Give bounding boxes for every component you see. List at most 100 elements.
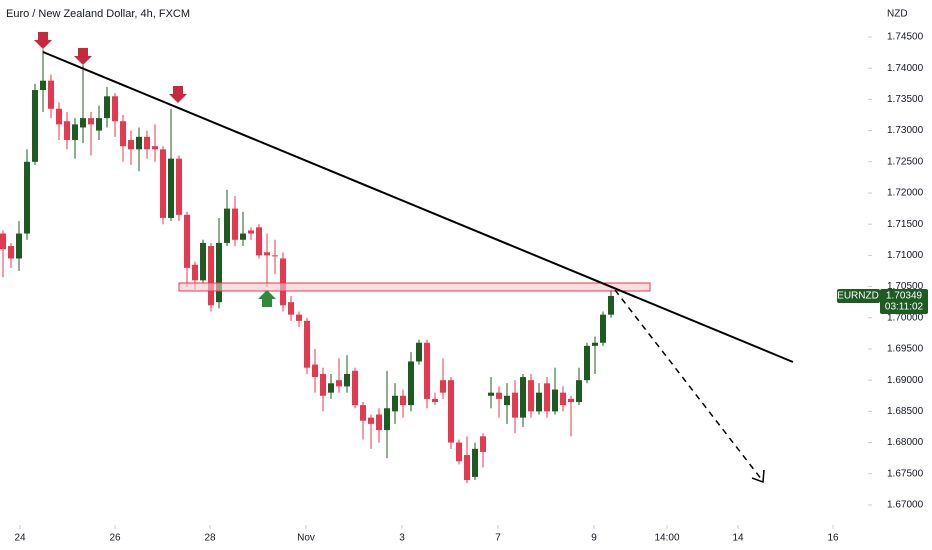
last-price: 1.70349 xyxy=(886,291,923,302)
y-tick-label: 1.67000 xyxy=(887,500,924,511)
y-tick-label: 1.70000 xyxy=(887,312,924,323)
y-tick-label: 1.72000 xyxy=(887,188,924,199)
candle-body xyxy=(424,342,430,399)
candle-body xyxy=(64,121,70,140)
down-arrow xyxy=(34,32,52,49)
candle-body xyxy=(344,373,350,387)
y-tick-label: 1.68500 xyxy=(887,406,924,417)
candle-body xyxy=(496,392,502,399)
candle-body xyxy=(224,208,230,243)
candle-body xyxy=(248,230,254,234)
candle-body xyxy=(416,342,422,362)
candle-body xyxy=(480,436,486,452)
candle-body xyxy=(48,80,54,109)
y-tick-label: 1.69000 xyxy=(887,375,924,386)
candle-body xyxy=(96,118,102,131)
y-tick-label: 1.71000 xyxy=(887,250,924,261)
candle-body xyxy=(528,380,534,412)
candle-body xyxy=(8,246,14,259)
candle-body xyxy=(392,395,398,412)
candle-body xyxy=(240,233,246,240)
y-tick-label: 1.67500 xyxy=(887,468,924,479)
candle-body xyxy=(608,295,614,315)
candle-body xyxy=(368,417,374,424)
y-tick-label: 1.74500 xyxy=(887,32,924,43)
symbol-label: EURNZD xyxy=(837,291,879,302)
candle-body xyxy=(56,108,62,125)
candle-body xyxy=(192,264,198,281)
candle-body xyxy=(312,364,318,378)
y-tick-label: 1.72500 xyxy=(887,156,924,167)
x-tick-label: 3 xyxy=(399,533,405,544)
candle-body xyxy=(440,380,446,393)
candle-body xyxy=(176,158,182,215)
candle-body xyxy=(144,136,150,150)
chart-title: Euro / New Zealand Dollar, 4h, FXCM xyxy=(6,8,190,20)
candle-body xyxy=(584,345,590,381)
x-tick-label: 14:00 xyxy=(654,533,679,544)
candle-body xyxy=(432,398,438,403)
y-tick-label: 1.71500 xyxy=(887,219,924,230)
y-tick-label: 1.73500 xyxy=(887,94,924,105)
projection-arrowhead xyxy=(751,469,765,484)
price-tag xyxy=(880,289,928,315)
candle-body xyxy=(320,373,326,396)
candle-body xyxy=(272,255,278,257)
candle-body xyxy=(472,448,478,477)
candle-body xyxy=(288,302,294,315)
y-tick-label: 1.73000 xyxy=(887,125,924,136)
candle-body xyxy=(600,314,606,343)
candle-body xyxy=(488,392,494,396)
candle-body xyxy=(280,258,286,306)
candle-body xyxy=(168,158,174,218)
candle-body xyxy=(568,398,574,403)
trend-line xyxy=(42,51,794,363)
candle-body xyxy=(152,146,158,150)
candle-body xyxy=(448,380,454,443)
x-tick-label: 16 xyxy=(827,533,839,544)
candle-body xyxy=(560,392,566,406)
x-tick-label: 9 xyxy=(591,533,597,544)
candle-body xyxy=(576,380,582,403)
countdown: 03:11:02 xyxy=(885,302,924,313)
x-tick-label: 26 xyxy=(109,533,121,544)
candle-body xyxy=(88,118,94,125)
y-tick-label: 1.74000 xyxy=(887,63,924,74)
candle-body xyxy=(592,342,598,346)
candle-body xyxy=(544,383,550,412)
candle-body xyxy=(208,246,214,306)
candle-body xyxy=(136,136,142,150)
candle-body xyxy=(376,414,382,431)
candle-body xyxy=(456,442,462,462)
symbol-tag xyxy=(837,289,880,304)
x-tick-label: 14 xyxy=(732,533,744,544)
candle-body xyxy=(120,121,126,147)
candle-body xyxy=(104,96,110,119)
x-tick-label: 28 xyxy=(204,533,216,544)
candle-body xyxy=(232,208,238,240)
candle-body xyxy=(464,455,470,481)
candle-body xyxy=(352,370,358,406)
down-arrow xyxy=(169,86,187,103)
support-zone xyxy=(178,282,651,292)
candle-body xyxy=(408,361,414,406)
candle-body xyxy=(520,377,526,418)
candle-body xyxy=(72,124,78,140)
candle-body xyxy=(504,395,510,406)
candle-body xyxy=(536,392,542,412)
y-tick-label: 1.68000 xyxy=(887,437,924,448)
candle-body xyxy=(0,233,6,250)
x-tick-label: 24 xyxy=(14,533,26,544)
candle-body xyxy=(360,405,366,421)
candle-body xyxy=(552,389,558,412)
projection-line xyxy=(614,289,763,481)
candle-body xyxy=(128,139,134,150)
candle-body xyxy=(40,80,46,91)
candle-body xyxy=(216,242,222,303)
x-tick-label: Nov xyxy=(297,533,315,544)
candle-body xyxy=(296,314,302,321)
candle-body xyxy=(112,96,118,122)
candle-body xyxy=(400,395,406,406)
candle-body xyxy=(32,90,38,162)
y-tick-label: 1.70500 xyxy=(887,281,924,292)
